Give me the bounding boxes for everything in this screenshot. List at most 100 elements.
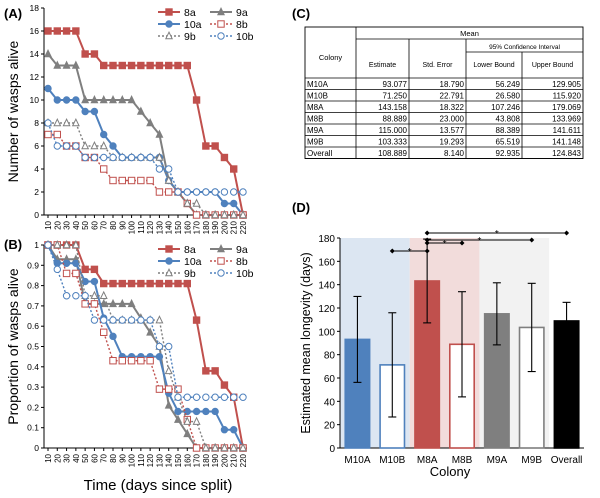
x-tick-label: M9A xyxy=(487,455,508,466)
x-tick-label: 70 xyxy=(100,453,109,462)
table-cell: M9B xyxy=(307,138,323,147)
bar-group-M10A: M10A xyxy=(344,295,371,466)
table-cell: 71.250 xyxy=(383,92,408,101)
legend-swatch-marker xyxy=(217,20,225,28)
x-tick-label: 60 xyxy=(90,220,99,229)
data-point-10a xyxy=(220,199,229,208)
y-tick-label: 180 xyxy=(318,234,335,245)
data-point-8a xyxy=(62,27,71,35)
data-point-9a xyxy=(118,95,127,104)
data-point-9a xyxy=(109,298,117,308)
x-tick-label: 150 xyxy=(174,453,183,467)
data-point-8b xyxy=(192,444,201,452)
x-tick-label: M10A xyxy=(344,455,370,466)
data-point-8a xyxy=(72,27,80,35)
data-point-8a xyxy=(90,265,99,274)
data-point-8b xyxy=(165,188,173,196)
x-tick-label: 20 xyxy=(53,453,62,462)
series-line-8b xyxy=(48,244,243,449)
table-cell: Overall xyxy=(307,149,333,158)
column-header: Std. Error xyxy=(423,62,454,69)
data-point-8a xyxy=(127,279,136,288)
x-tick-label: 220 xyxy=(239,220,248,234)
legend-item-8b: 8b xyxy=(210,256,248,268)
data-point-9b xyxy=(192,198,201,207)
data-point-10a xyxy=(90,107,99,116)
column-header: Colony xyxy=(319,53,343,62)
series-line-9b xyxy=(48,122,243,216)
data-point-10a xyxy=(62,259,71,267)
data-point-9b xyxy=(155,152,164,161)
panel-label: (D) xyxy=(292,200,310,215)
significance-bracket: * xyxy=(389,247,430,258)
table-cell: 115.920 xyxy=(553,92,582,101)
data-point-9b xyxy=(220,210,229,219)
legend-item-9b: 9b xyxy=(158,31,196,43)
data-point-9a xyxy=(44,49,52,58)
table-cell: 13.577 xyxy=(440,126,465,135)
data-point-10a xyxy=(53,259,61,267)
data-point-9b xyxy=(90,141,99,150)
y-tick-label: 0 xyxy=(34,443,39,453)
data-point-8b xyxy=(72,269,80,278)
bracket-end xyxy=(564,230,570,236)
legend-swatch-marker xyxy=(217,32,225,40)
legend-item-10b: 10b xyxy=(210,268,254,280)
data-point-10b xyxy=(239,188,247,196)
y-tick-label: 0 xyxy=(34,210,39,220)
table-row: Overall 108.889 8.140 92.935 124.843 xyxy=(305,149,583,159)
table-cell: 88.889 xyxy=(383,115,408,124)
data-point-9a xyxy=(183,428,192,438)
table-cell: 129.905 xyxy=(552,80,581,89)
data-point-9b xyxy=(62,118,71,127)
y-tick-label: 100 xyxy=(318,327,335,338)
legend-label: 10a xyxy=(184,256,202,268)
series-line-10a xyxy=(47,87,244,216)
data-point-8a xyxy=(109,61,117,70)
x-tick-label: 20 xyxy=(53,220,62,229)
legend-swatch-marker xyxy=(165,20,173,28)
data-point-10b xyxy=(174,188,182,196)
series-10b xyxy=(44,119,247,196)
data-point-10a xyxy=(62,96,71,104)
data-point-9b xyxy=(229,443,238,452)
data-point-8a xyxy=(137,61,145,70)
data-point-10a xyxy=(81,107,89,116)
data-point-8a xyxy=(118,279,126,288)
series-10a xyxy=(44,84,247,219)
data-point-10a xyxy=(109,332,117,341)
panel-label: (C) xyxy=(292,6,310,21)
table-cell: 88.389 xyxy=(496,126,521,135)
y-tick-label: 80 xyxy=(324,351,336,362)
data-point-10a xyxy=(230,426,238,434)
table-row: M8A 143.158 18.322 107.246 179.069 xyxy=(305,103,583,113)
data-point-8b xyxy=(109,357,117,365)
x-tick-label: 140 xyxy=(165,220,174,234)
data-point-8a xyxy=(202,367,210,375)
table-cell: 108.889 xyxy=(378,149,407,158)
data-point-8a xyxy=(220,381,229,389)
x-tick-label: M8B xyxy=(452,455,473,466)
data-point-10b xyxy=(118,153,126,162)
table-cell: 65.519 xyxy=(496,138,521,147)
legend-swatch-marker xyxy=(217,269,225,277)
data-point-9b xyxy=(229,210,238,219)
x-tick-label: Overall xyxy=(551,455,583,466)
data-point-10b xyxy=(155,342,164,351)
data-point-10b xyxy=(146,153,154,162)
legend-item-9a: 9a xyxy=(210,244,248,256)
data-point-9b xyxy=(90,290,99,300)
bracket-end xyxy=(459,240,465,246)
x-tick-label: 220 xyxy=(239,453,248,467)
data-point-10b xyxy=(155,165,164,173)
data-point-10b xyxy=(62,142,71,150)
bar-group-M9A: M9A xyxy=(483,282,510,466)
y-tick-label: 1 xyxy=(34,240,39,250)
bracket-end xyxy=(424,248,430,254)
data-point-8a xyxy=(44,27,52,35)
data-point-10a xyxy=(72,96,80,104)
data-point-8a xyxy=(100,279,108,288)
data-point-9a xyxy=(155,129,164,138)
data-point-10b xyxy=(44,119,52,127)
data-point-9b xyxy=(53,118,62,127)
